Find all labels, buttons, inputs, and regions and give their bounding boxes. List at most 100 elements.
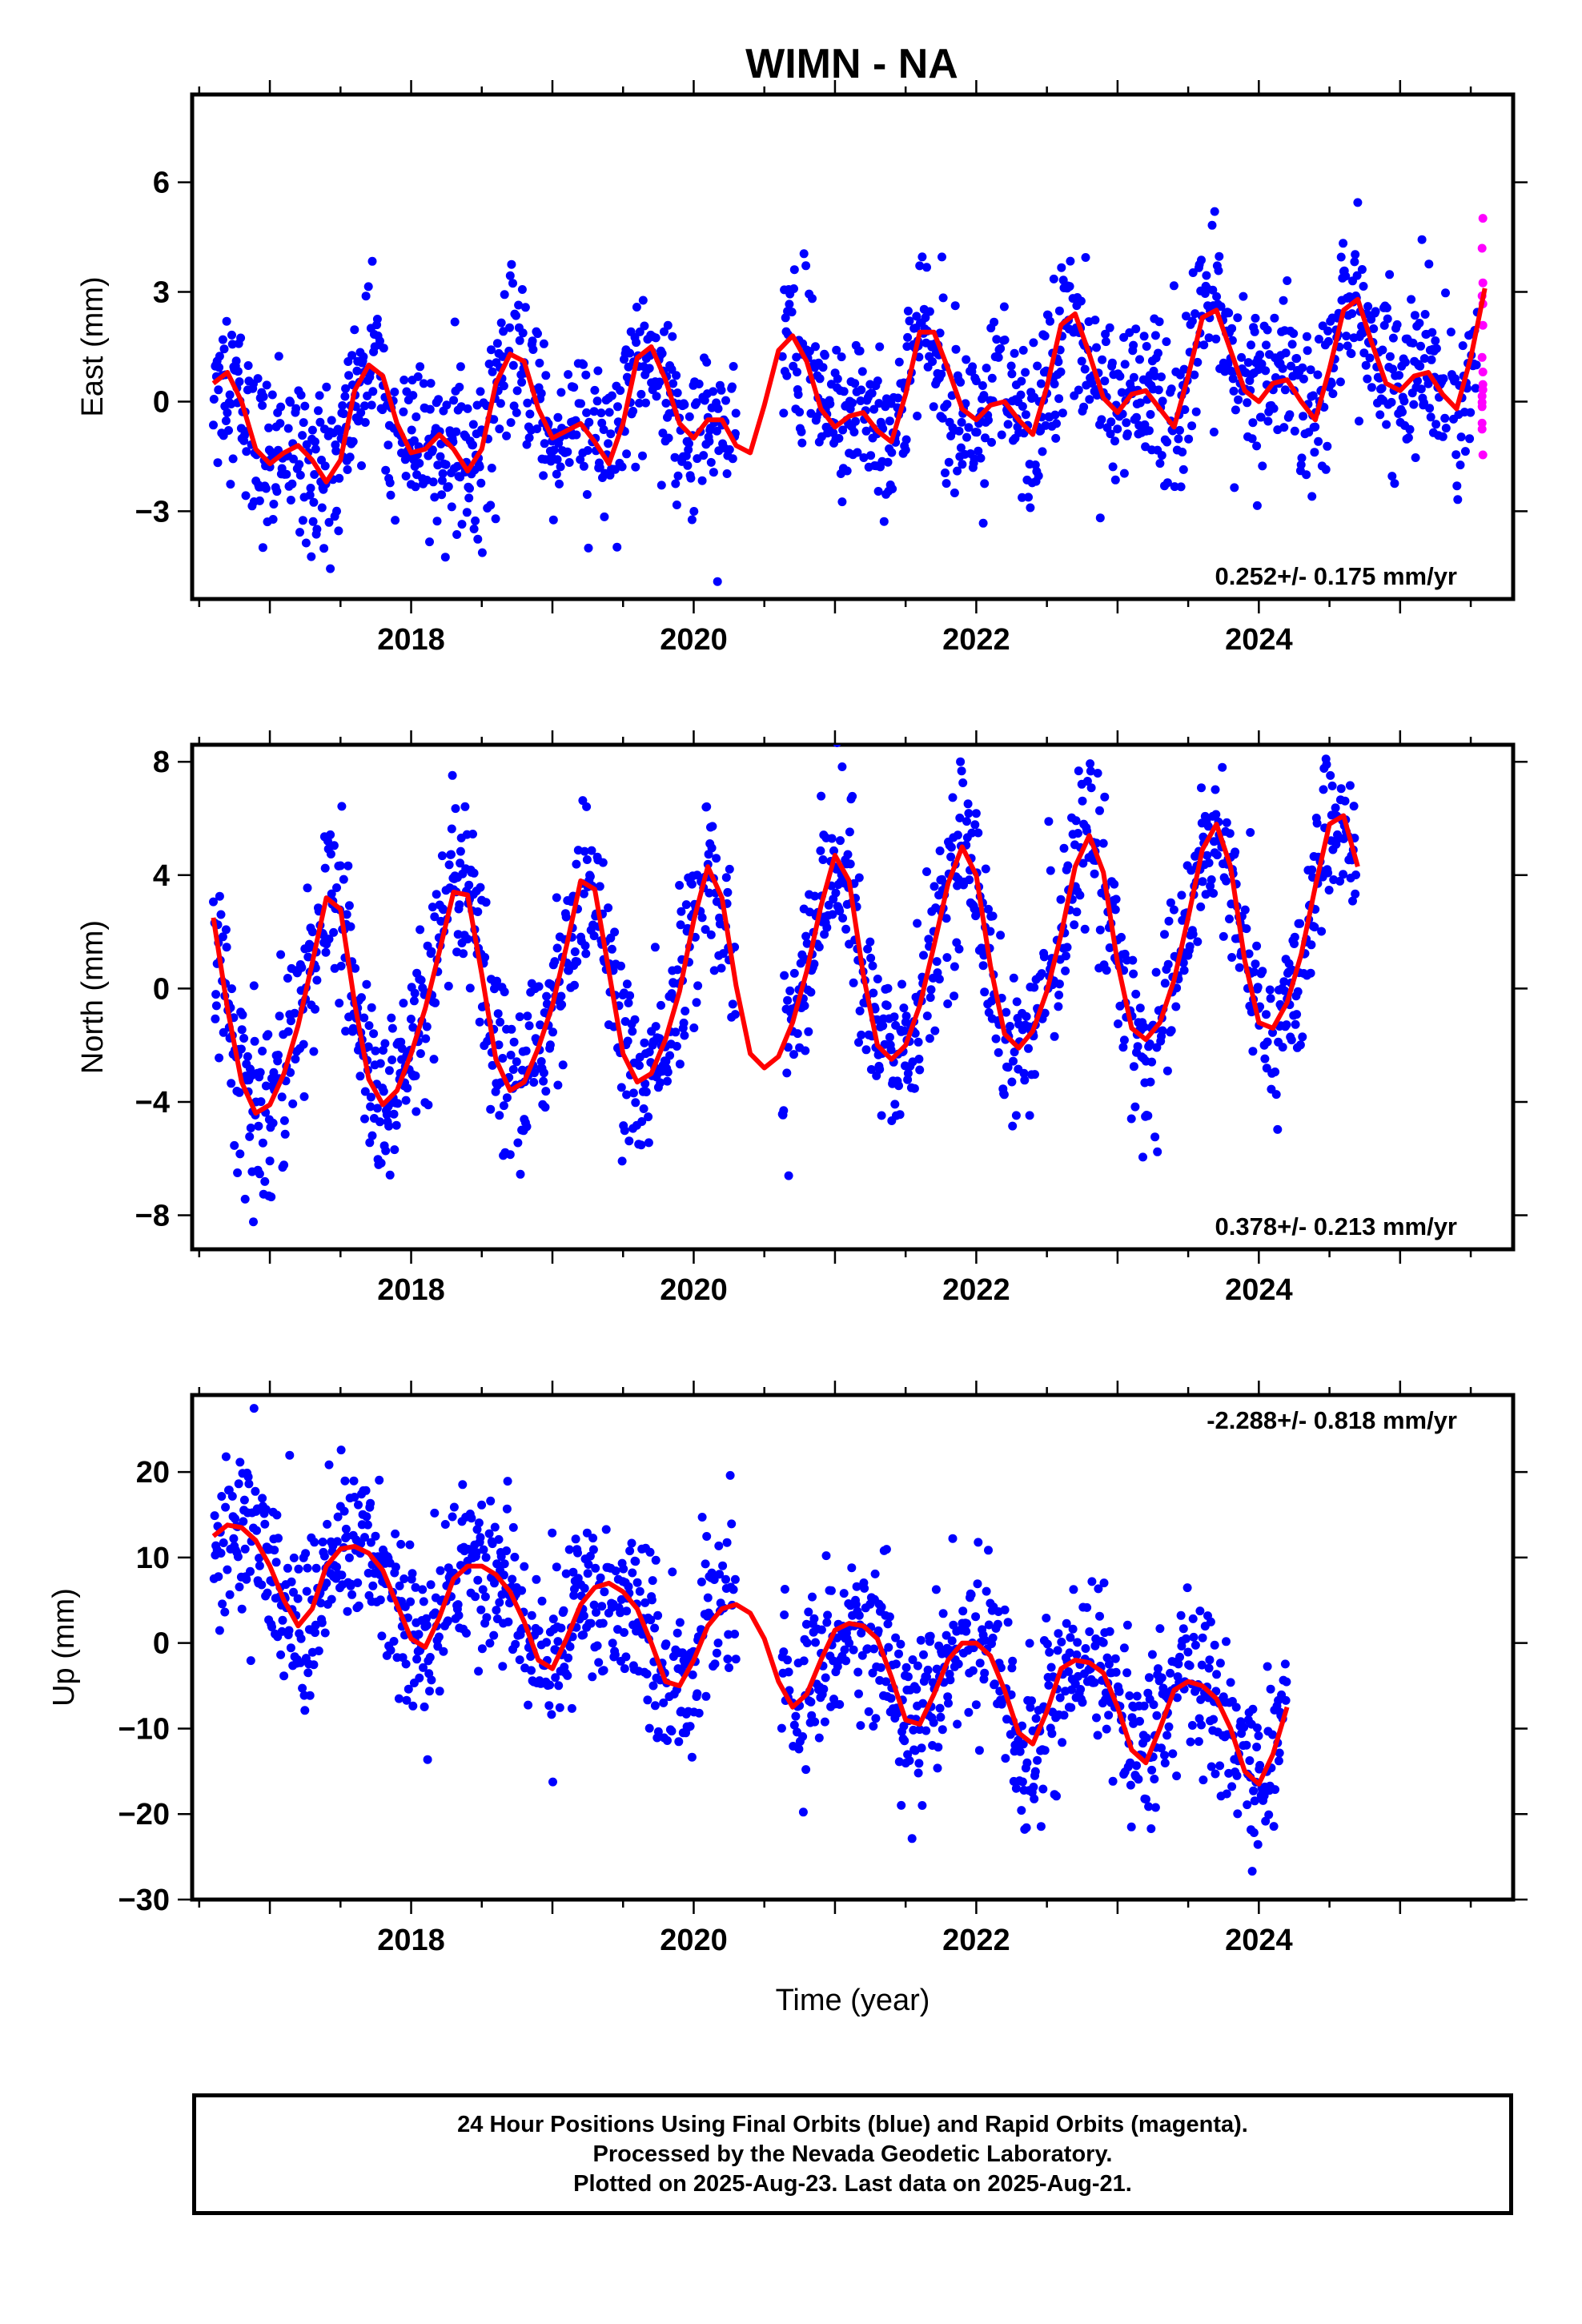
east-final-point	[685, 412, 694, 421]
up-final-point	[1188, 1614, 1198, 1623]
east-final-point	[713, 404, 723, 413]
up-final-point	[701, 1559, 710, 1569]
north-final-point	[986, 927, 995, 936]
east-final-point	[921, 313, 930, 323]
north-y-tick-label: −4	[135, 1086, 170, 1120]
up-final-point	[425, 1653, 435, 1662]
east-final-point	[450, 317, 460, 327]
east-final-point	[1169, 281, 1178, 291]
east-final-point	[225, 390, 235, 400]
up-final-point	[635, 1586, 644, 1596]
north-rapid-point	[1479, 0, 1488, 5]
east-final-point	[1385, 352, 1395, 361]
east-final-point	[1347, 349, 1356, 359]
up-final-point	[1387, 0, 1396, 5]
footer-box: 24 Hour Positions Using Final Orbits (bl…	[192, 2093, 1513, 2215]
north-final-point	[926, 985, 936, 995]
east-final-point	[367, 400, 376, 410]
north-final-point	[1003, 1063, 1013, 1072]
east-final-point	[449, 396, 459, 405]
north-final-point	[245, 1132, 255, 1141]
east-final-point	[227, 340, 237, 349]
east-final-point	[383, 440, 393, 450]
north-final-point	[681, 1007, 690, 1015]
north-final-point	[913, 1037, 923, 1047]
north-final-point	[552, 893, 561, 903]
north-final-point	[1151, 967, 1161, 977]
east-final-point	[935, 328, 945, 338]
up-final-point	[1434, 0, 1443, 5]
up-final-point	[1387, 0, 1395, 5]
north-final-point	[965, 875, 974, 885]
up-final-point	[974, 1746, 984, 1755]
north-final-point	[857, 1030, 866, 1039]
north-final-point	[651, 1022, 661, 1031]
north-final-point	[1398, 0, 1407, 5]
up-final-point	[1350, 0, 1359, 5]
north-final-point	[444, 981, 453, 991]
up-final-point	[1160, 1751, 1169, 1760]
up-final-point	[1287, 0, 1295, 5]
east-final-point	[1135, 355, 1144, 364]
east-final-point	[962, 432, 971, 442]
north-final-point	[868, 961, 877, 971]
east-final-point	[473, 534, 483, 544]
north-final-point	[1150, 1132, 1160, 1142]
up-final-point	[260, 1519, 270, 1529]
north-final-point	[1219, 931, 1228, 941]
east-final-point	[1224, 308, 1234, 318]
up-final-point	[534, 1626, 544, 1635]
up-final-point	[408, 1569, 417, 1578]
up-final-point	[993, 1619, 1002, 1629]
east-final-point	[407, 425, 416, 435]
up-final-point	[1126, 1780, 1135, 1790]
up-final-point	[1352, 0, 1361, 5]
north-final-point	[237, 1025, 247, 1035]
up-final-point	[1439, 0, 1448, 5]
north-final-point	[1438, 0, 1447, 5]
north-final-point	[1455, 0, 1464, 5]
up-final-point	[1288, 0, 1297, 5]
up-final-point	[1215, 1761, 1225, 1771]
east-final-point	[979, 391, 989, 400]
east-final-point	[258, 543, 267, 553]
up-final-point	[821, 1551, 831, 1561]
up-final-point	[303, 1668, 313, 1678]
north-final-point	[1469, 0, 1478, 5]
up-final-point	[1468, 0, 1477, 5]
north-final-point	[1080, 924, 1090, 934]
north-final-point	[963, 799, 973, 809]
up-final-point	[1355, 0, 1364, 5]
up-final-point	[1381, 0, 1390, 5]
north-rapid-point	[1478, 0, 1487, 5]
east-final-point	[1115, 372, 1125, 381]
east-final-point	[1297, 453, 1307, 463]
up-final-point	[1330, 0, 1339, 5]
east-final-point	[1287, 340, 1297, 349]
east-final-point	[1119, 332, 1129, 342]
up-final-point	[1326, 0, 1335, 5]
east-final-point	[903, 306, 913, 316]
up-final-point	[854, 1610, 864, 1620]
up-final-point	[1359, 0, 1368, 5]
north-final-point	[640, 1038, 649, 1047]
north-final-point	[465, 983, 475, 993]
up-rapid-point	[1478, 0, 1487, 5]
north-final-point	[582, 802, 592, 811]
north-final-point	[459, 949, 468, 959]
up-final-point	[1315, 0, 1323, 5]
north-final-point	[1037, 969, 1046, 979]
up-final-point	[320, 1628, 330, 1638]
up-final-point	[840, 1645, 849, 1655]
east-final-point	[1197, 255, 1206, 265]
north-final-point	[1393, 0, 1402, 5]
north-final-point	[675, 1059, 685, 1069]
east-final-point	[1030, 460, 1040, 469]
north-final-point	[948, 793, 958, 802]
east-final-point	[685, 439, 693, 448]
north-final-point	[384, 1066, 394, 1076]
up-final-point	[982, 1586, 991, 1596]
up-final-point	[1301, 0, 1310, 5]
up-final-point	[856, 1721, 865, 1731]
up-final-point	[344, 1553, 354, 1562]
